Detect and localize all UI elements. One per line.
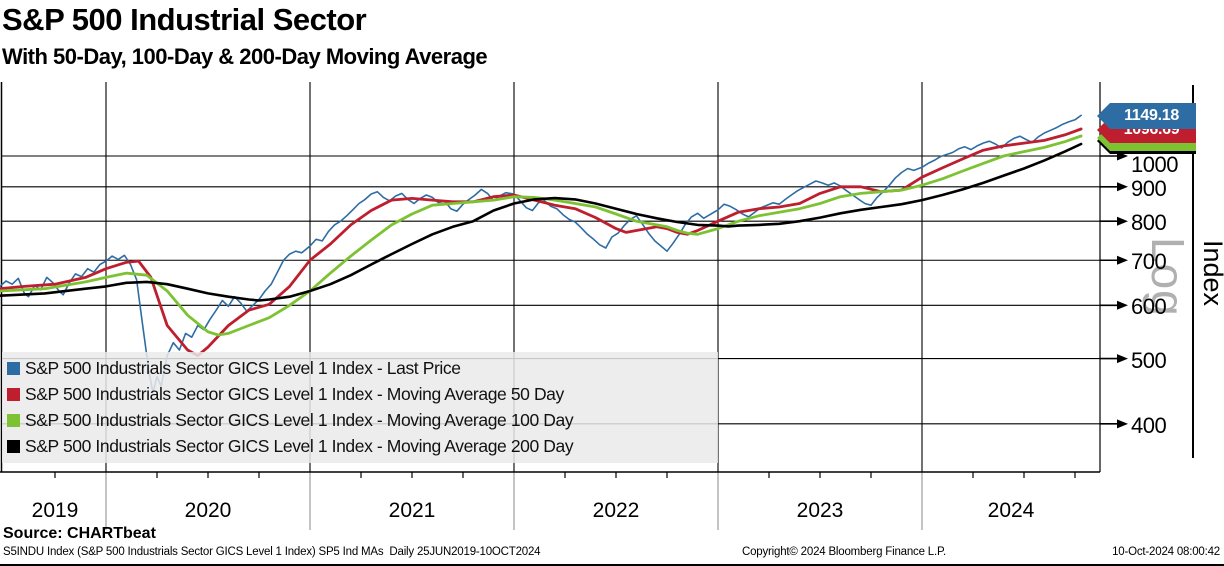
price-chart [0, 82, 1128, 530]
x-axis-year-label: 2022 [592, 499, 640, 522]
series-last-price [0, 114, 1082, 394]
y-axis-label: 400 [1131, 412, 1167, 438]
y-tick-arrow-icon [1117, 354, 1128, 364]
page-title: S&P 500 Industrial Sector [2, 2, 367, 37]
y-axis-label: 800 [1131, 210, 1167, 236]
footer-timestamp: 10-Oct-2024 08:00:42 [1112, 546, 1220, 558]
last-price-swatch-icon [7, 362, 20, 376]
y-axis-label: 900 [1131, 175, 1167, 201]
legend-item-last-price: S&P 500 Industrials Sector GICS Level 1 … [7, 357, 718, 381]
y-axis-label: 1000 [1131, 152, 1178, 177]
y-tick-arrow-icon [1117, 255, 1128, 265]
legend: S&P 500 Industrials Sector GICS Level 1 … [2, 352, 718, 463]
series-moving-average-200-day [0, 142, 1083, 302]
x-axis-year-label: 2020 [184, 499, 232, 522]
x-axis-year-label: 2021 [388, 499, 436, 522]
page-subtitle: With 50-Day, 100-Day & 200-Day Moving Av… [2, 44, 488, 69]
y-tick-arrow-icon [1117, 419, 1128, 429]
series-moving-average-50-day [0, 127, 1083, 358]
y-axis-label: 700 [1131, 249, 1167, 275]
ma100-swatch-icon [7, 413, 20, 427]
ma50-swatch-icon [7, 388, 20, 402]
x-axis-year-label: 2023 [796, 499, 844, 522]
source-line: Source: CHARTbeat [3, 525, 156, 542]
footer-copyright: Copyright© 2024 Bloomberg Finance L.P. [742, 546, 946, 558]
x-axis-year-label: 2024 [987, 499, 1035, 522]
y-tick-arrow-icon [1117, 300, 1128, 310]
y-axis-label: 600 [1131, 294, 1167, 320]
legend-item-ma200: S&P 500 Industrials Sector GICS Level 1 … [7, 434, 718, 458]
legend-label: S&P 500 Industrials Sector GICS Level 1 … [25, 435, 574, 456]
log-scale-watermark: Log [1142, 237, 1194, 317]
legend-item-ma100: S&P 500 Industrials Sector GICS Level 1 … [7, 408, 718, 432]
legend-label: S&P 500 Industrials Sector GICS Level 1 … [25, 409, 574, 430]
legend-label: S&P 500 Industrials Sector GICS Level 1 … [25, 358, 461, 379]
y-axis-title: Index [1198, 240, 1224, 307]
legend-label: S&P 500 Industrials Sector GICS Level 1 … [25, 384, 564, 405]
price-tag: 1149.18 [1097, 103, 1196, 129]
footer-ticker-info: S5INDU Index (S&P 500 Industrials Sector… [3, 546, 541, 558]
y-axis-label: 500 [1131, 347, 1167, 373]
ma200-swatch-icon [7, 439, 20, 453]
y-tick-arrow-icon [1117, 182, 1128, 192]
legend-item-ma50: S&P 500 Industrials Sector GICS Level 1 … [7, 383, 718, 407]
axis-separator-line [1192, 85, 1194, 458]
series-moving-average-100-day [0, 134, 1083, 337]
x-axis-year-label: 2019 [31, 499, 79, 522]
y-tick-arrow-icon [1117, 216, 1128, 226]
